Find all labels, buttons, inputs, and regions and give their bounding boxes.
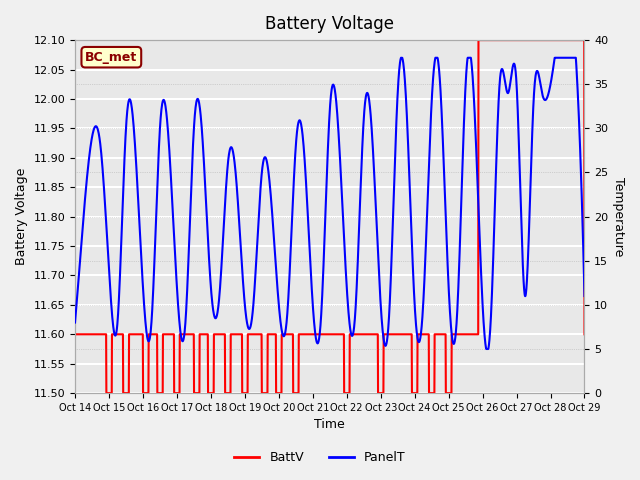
Legend: BattV, PanelT: BattV, PanelT bbox=[229, 446, 411, 469]
X-axis label: Time: Time bbox=[314, 419, 345, 432]
Text: BC_met: BC_met bbox=[85, 51, 138, 64]
Y-axis label: Temperature: Temperature bbox=[612, 177, 625, 256]
Y-axis label: Battery Voltage: Battery Voltage bbox=[15, 168, 28, 265]
Title: Battery Voltage: Battery Voltage bbox=[265, 15, 394, 33]
